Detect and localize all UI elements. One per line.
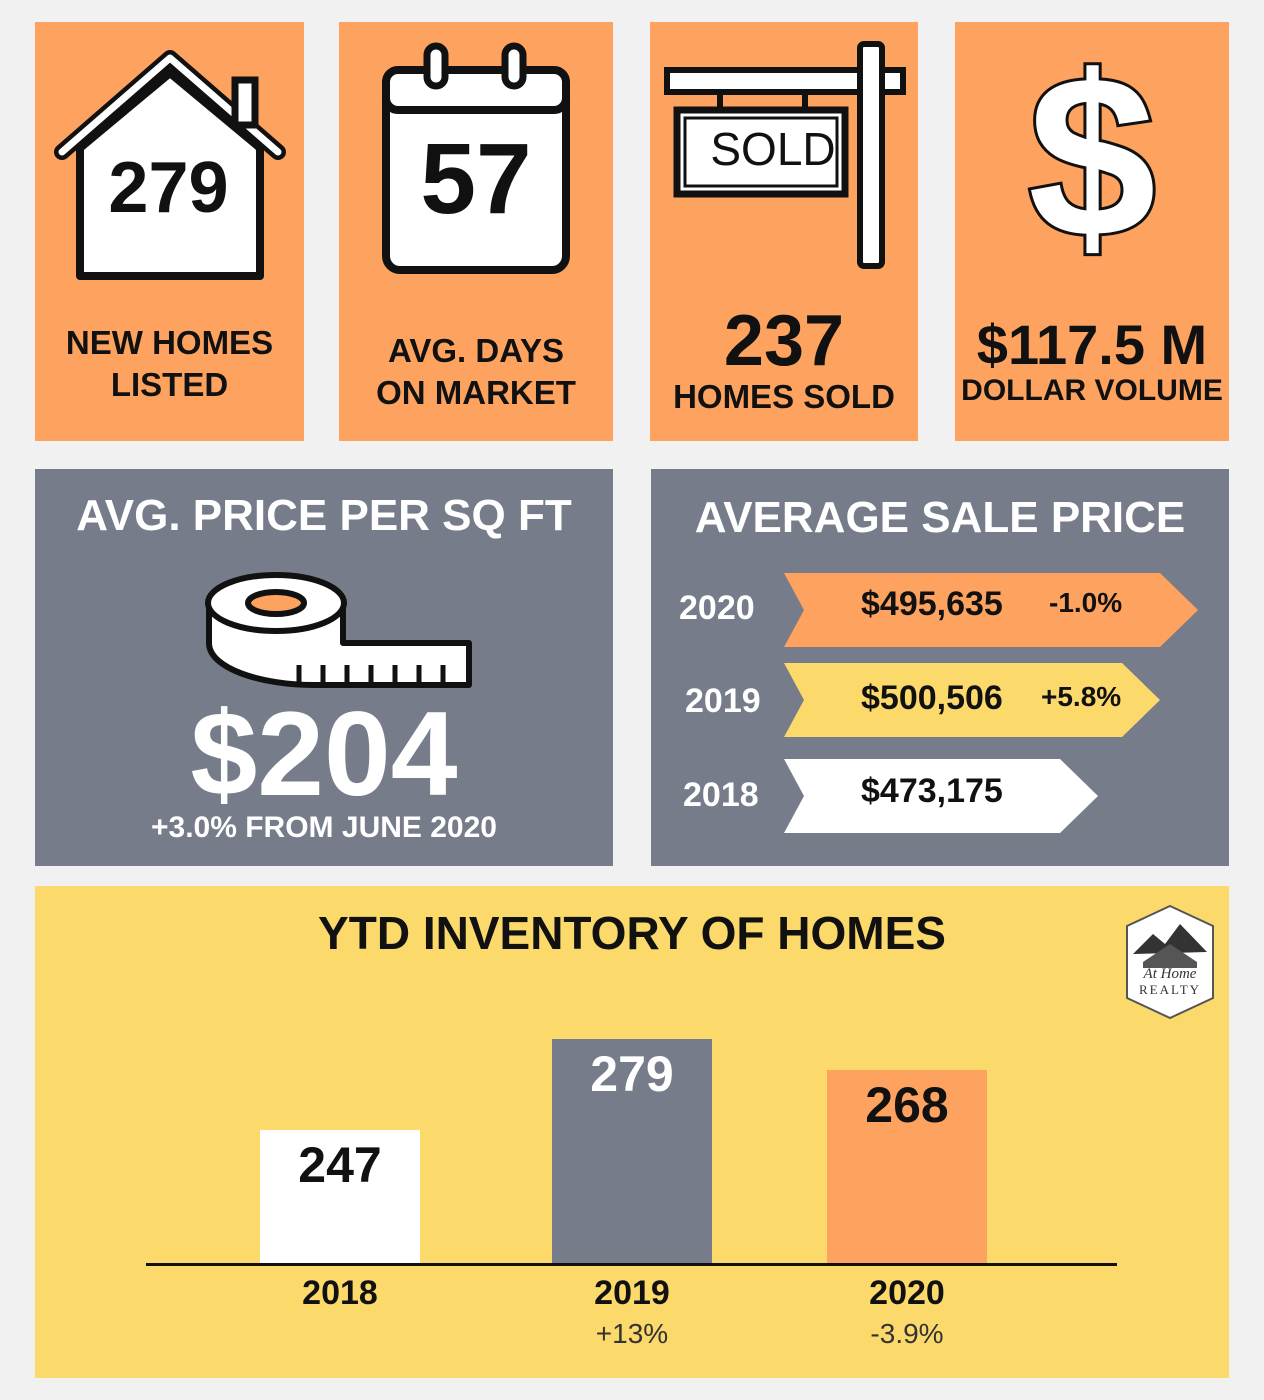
price-per-sqft-change: +3.0% FROM JUNE 2020 bbox=[151, 811, 497, 844]
inventory-bar-chart: 247 2018 279 2019 +13% 268 2020 -3.9% bbox=[35, 886, 1229, 1378]
homes-sold-card: SOLD 237 HOMES SOLD bbox=[650, 22, 918, 441]
dollar-icon: $ bbox=[1025, 28, 1159, 285]
sale-price-2018: $473,175 bbox=[861, 772, 1003, 810]
days-on-market-card: 57 AVG. DAYS ON MARKET bbox=[339, 22, 613, 441]
sold-sign-icon bbox=[664, 41, 906, 269]
inventory-bar-2020: 268 bbox=[827, 1070, 987, 1263]
house-icon bbox=[54, 50, 286, 280]
sale-year-2020: 2020 bbox=[679, 589, 755, 627]
sale-change-2020: -1.0% bbox=[1049, 587, 1123, 618]
price-per-sqft-title: AVG. PRICE PER SQ FT bbox=[76, 491, 572, 540]
inventory-axis-label-2019: 2019 bbox=[594, 1274, 670, 1312]
days-on-market-label-line2: ON MARKET bbox=[376, 374, 576, 411]
new-homes-value: 279 bbox=[108, 148, 229, 228]
logo-text-line1: At Home bbox=[1143, 966, 1197, 982]
sale-year-2018: 2018 bbox=[683, 776, 759, 814]
homes-sold-value: 237 bbox=[723, 301, 845, 381]
dollar-icon-fill: $ bbox=[1028, 28, 1156, 285]
inventory-bar-value-2018: 247 bbox=[298, 1136, 382, 1193]
inventory-title: YTD INVENTORY OF HOMES bbox=[318, 907, 946, 959]
sale-year-2019: 2019 bbox=[685, 682, 761, 720]
sale-price-2019: $500,506 bbox=[861, 679, 1003, 717]
sale-arrow-2019 bbox=[784, 663, 1160, 737]
inventory-change-2019: +13% bbox=[595, 1318, 669, 1349]
inventory-axis-label-2020: 2020 bbox=[869, 1274, 945, 1312]
new-homes-card: 279 NEW HOMES LISTED bbox=[35, 22, 304, 441]
chart-baseline bbox=[146, 1263, 1117, 1266]
average-sale-price-title: AVERAGE SALE PRICE bbox=[694, 493, 1186, 542]
calendar-icon bbox=[382, 42, 570, 274]
sale-price-2020: $495,635 bbox=[861, 585, 1003, 623]
inventory-card: YTD INVENTORY OF HOMES At Home REALTY 24… bbox=[35, 886, 1229, 1378]
days-on-market-label-line1: AVG. DAYS bbox=[387, 332, 565, 369]
at-home-realty-logo bbox=[1126, 904, 1214, 1020]
new-homes-label-line1: NEW HOMES bbox=[65, 324, 274, 361]
sold-sign-text: SOLD bbox=[710, 123, 836, 175]
average-sale-price-card: AVERAGE SALE PRICE 2020 $495,635 -1.0% 2… bbox=[651, 469, 1229, 866]
days-on-market-value: 57 bbox=[420, 123, 532, 235]
sale-arrow-2020 bbox=[784, 573, 1198, 647]
inventory-bar-2018: 247 bbox=[260, 1129, 420, 1263]
dollar-volume-card: $ $ $117.5 M DOLLAR VOLUME bbox=[955, 22, 1229, 441]
tape-measure-icon bbox=[205, 572, 472, 688]
price-per-sqft-card: AVG. PRICE PER SQ FT $204 +3.0% FROM JUN… bbox=[35, 469, 613, 866]
dollar-volume-label: DOLLAR VOLUME bbox=[961, 374, 1223, 407]
sale-change-2019: +5.8% bbox=[1041, 681, 1122, 712]
new-homes-label-line2: LISTED bbox=[110, 366, 229, 403]
inventory-change-2020: -3.9% bbox=[870, 1318, 944, 1349]
homes-sold-label: HOMES SOLD bbox=[673, 378, 895, 415]
logo-text-line2: REALTY bbox=[1138, 982, 1202, 997]
price-per-sqft-value: $204 bbox=[190, 687, 458, 821]
dollar-volume-value: $117.5 M bbox=[976, 313, 1208, 376]
inventory-axis-label-2018: 2018 bbox=[302, 1274, 378, 1312]
inventory-bar-value-2019: 279 bbox=[590, 1046, 674, 1103]
inventory-bar-2019: 279 bbox=[552, 1039, 712, 1263]
inventory-bar-value-2020: 268 bbox=[865, 1077, 949, 1134]
sale-arrow-2018 bbox=[784, 759, 1098, 833]
